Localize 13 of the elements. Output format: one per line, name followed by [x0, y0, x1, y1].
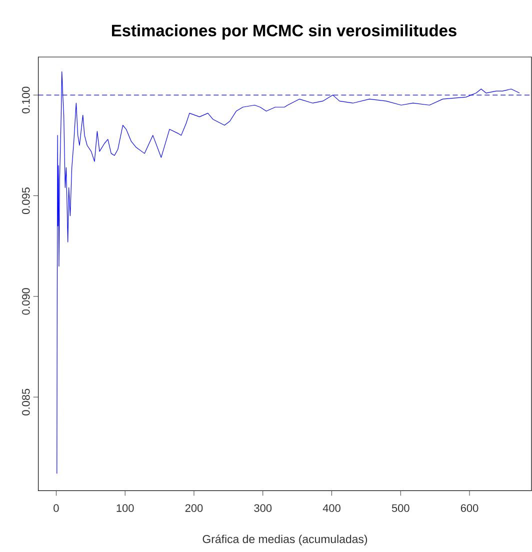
chart-title: Estimaciones por MCMC sin verosimilitudes: [112, 24, 456, 40]
y-tick-label: 0.090: [22, 288, 30, 315]
y-tick-label: 0.095: [22, 187, 30, 214]
x-tick-label: 200: [185, 504, 203, 512]
x-tick-label: 600: [460, 504, 478, 512]
y-tick-label: 0.100: [22, 86, 30, 114]
x-tick-label: 300: [254, 504, 272, 512]
x-tick-label: 100: [116, 504, 134, 512]
x-tick-label: 400: [322, 504, 340, 512]
x-tick-label: 500: [392, 504, 410, 512]
y-tick-label: 0.085: [22, 388, 30, 416]
x-tick-label: 0: [54, 504, 59, 512]
x-axis-title: Gráfica de medias (acumuladas): [202, 534, 368, 546]
